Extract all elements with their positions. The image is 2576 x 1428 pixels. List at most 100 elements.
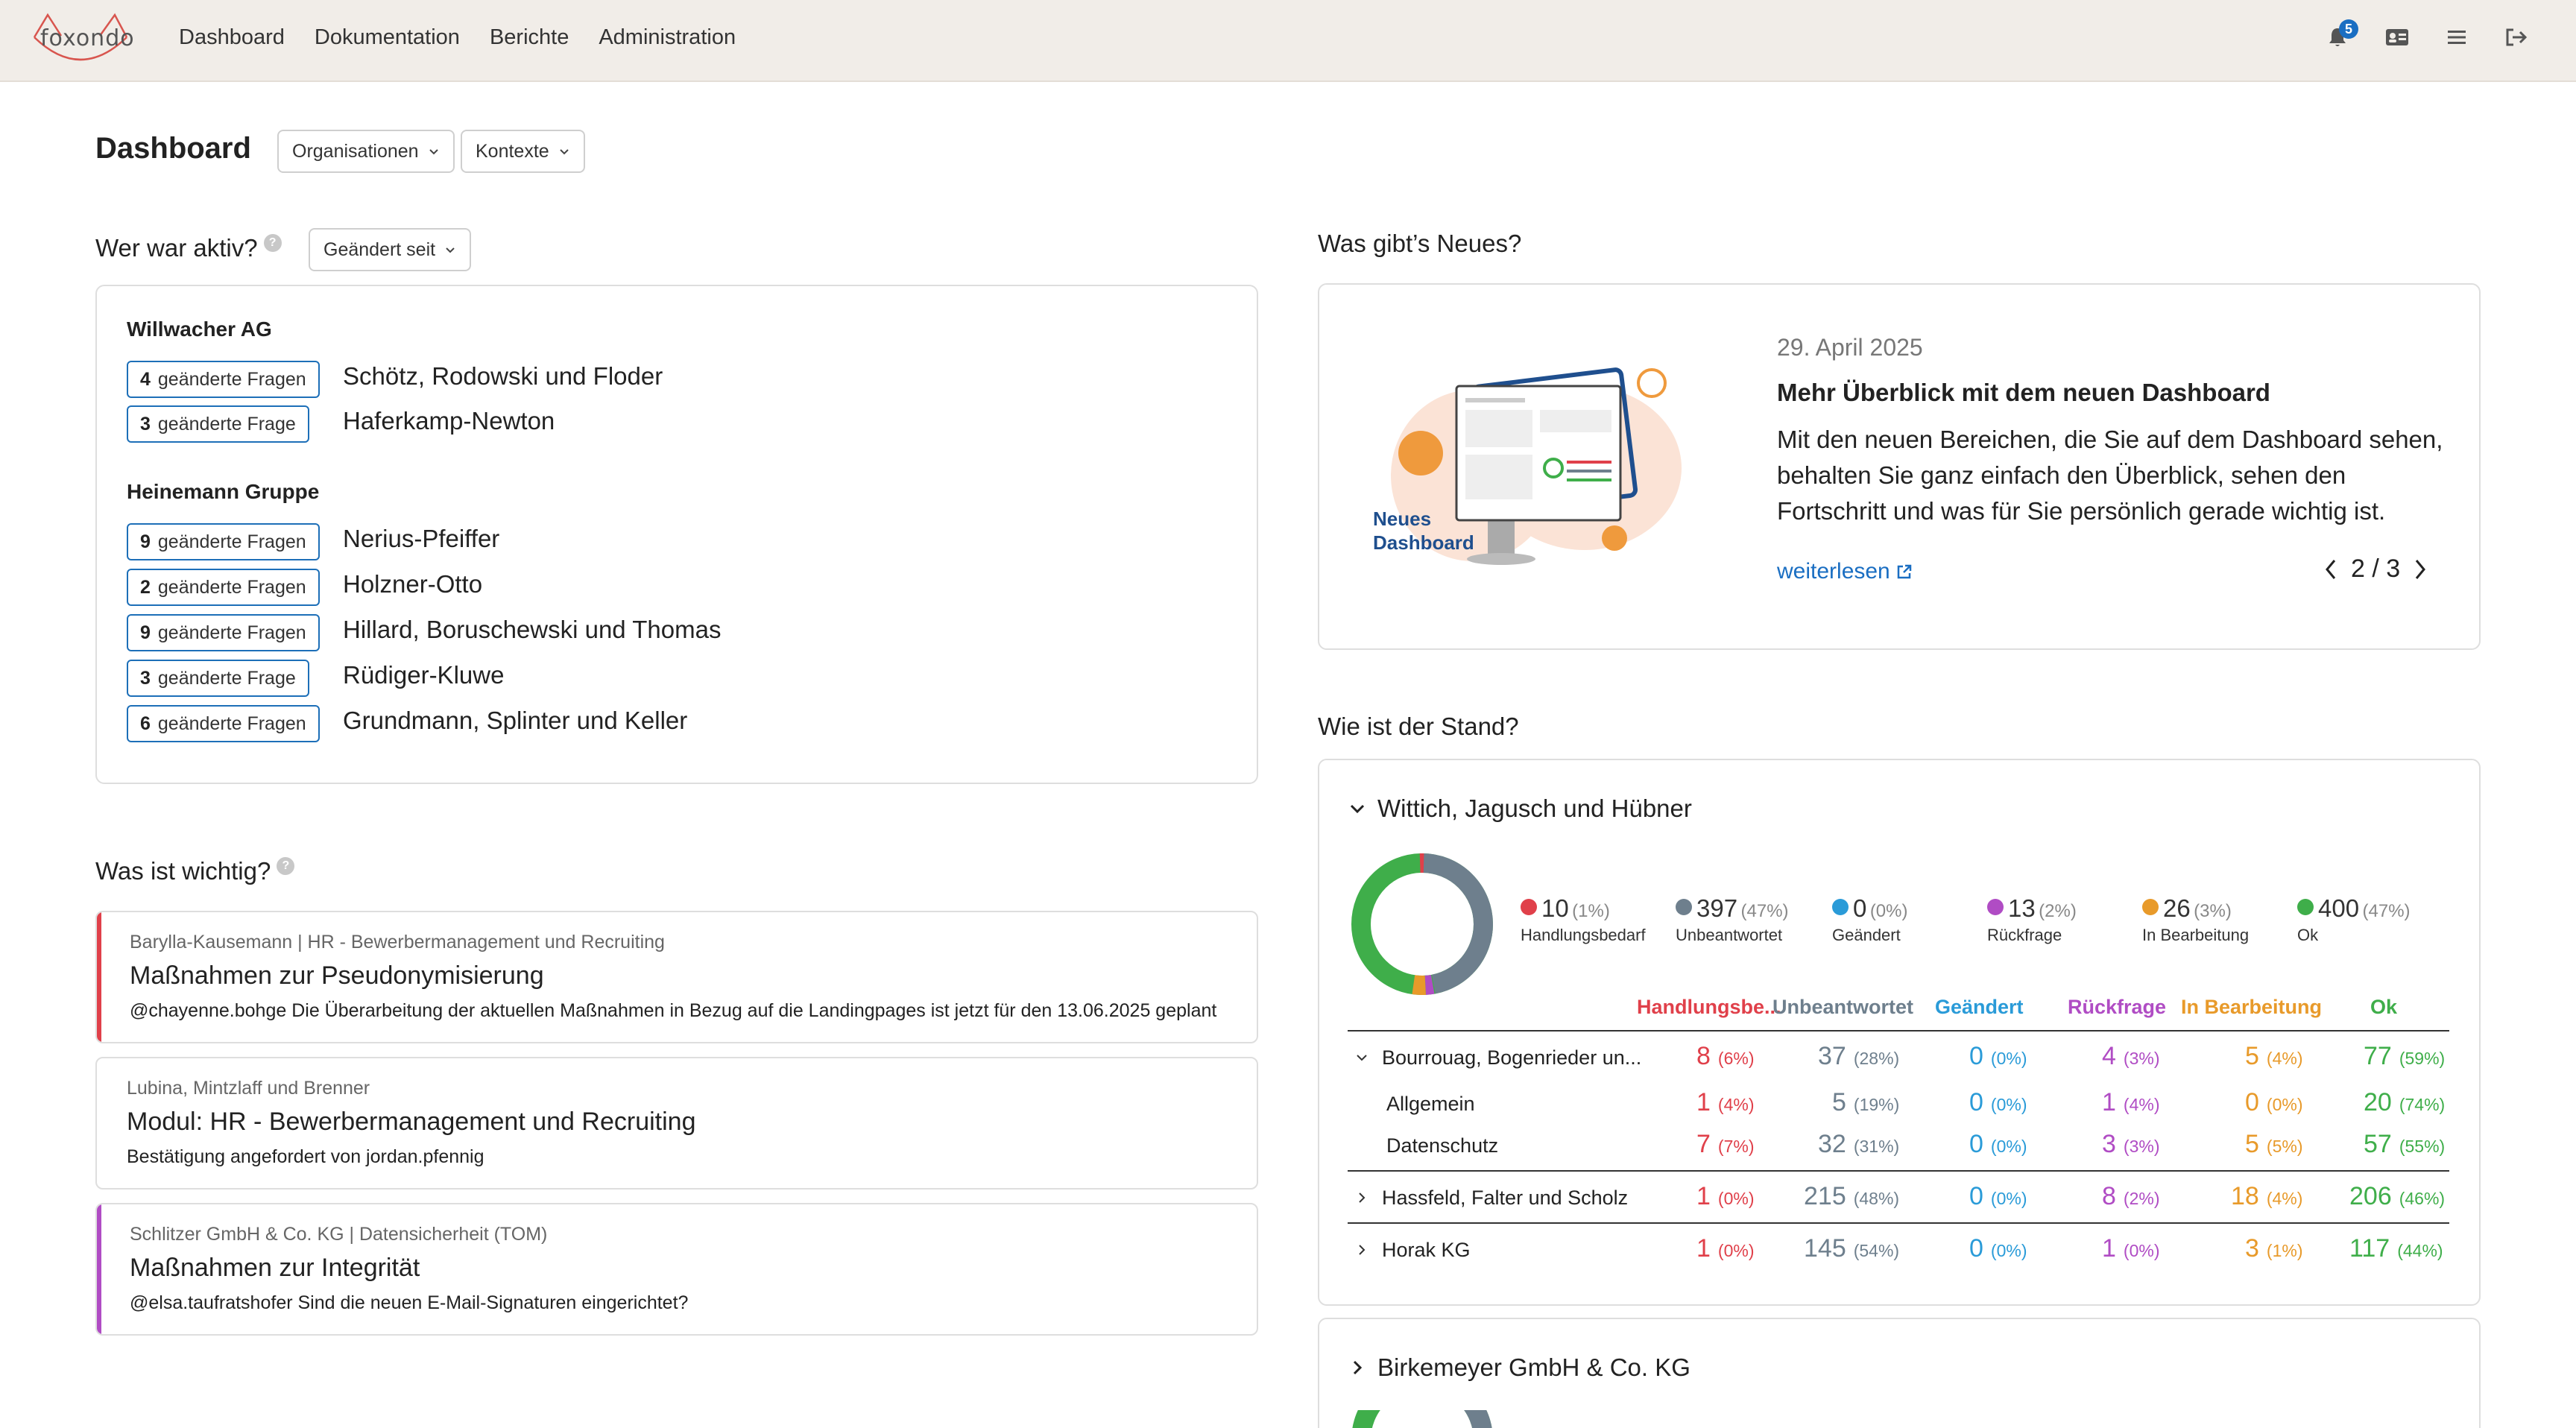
table-divider <box>1348 1222 2449 1224</box>
caption-line-1: Neues <box>1373 508 1432 530</box>
important-section-title: Was ist wichtig?? <box>95 857 295 885</box>
group-title: Birkemeyer GmbH & Co. KG <box>1377 1353 1690 1381</box>
changed-questions-chip[interactable]: 9 geänderte Fragen <box>127 614 320 651</box>
kontexte-dropdown[interactable]: Kontexte <box>461 130 585 173</box>
legend-unbeantwortet: 397 (47%) Unbeantwortet <box>1676 894 1789 945</box>
cell-pct: (3%) <box>2123 1049 2160 1068</box>
legend-pct: (1%) <box>1572 901 1610 921</box>
cell-value: 1 (4%) <box>1696 1088 1754 1117</box>
activity-row[interactable]: 6 geänderte Fragen <box>127 705 320 742</box>
main-nav: Dashboard Dokumentation Berichte Adminis… <box>179 25 736 50</box>
cell-count: 7 <box>1696 1130 1711 1158</box>
changed-questions-chip[interactable]: 3 geänderte Frage <box>127 405 309 443</box>
group-toggle[interactable]: Birkemeyer GmbH & Co. KG <box>1349 1353 1690 1382</box>
pager-text: 2 / 3 <box>2351 555 2401 583</box>
col-geaendert[interactable]: Geändert <box>1935 996 2024 1018</box>
group-toggle[interactable]: Wittich, Jagusch und Hübner <box>1349 794 1692 823</box>
nav-dokumentation[interactable]: Dokumentation <box>314 25 460 49</box>
important-item[interactable]: Lubina, Mintzlaff und Brenner Modul: HR … <box>95 1057 1258 1190</box>
notification-badge: 5 <box>2339 19 2358 39</box>
changed-questions-chip[interactable]: 6 geänderte Fragen <box>127 705 320 742</box>
cell-pct: (0%) <box>1990 1189 2027 1208</box>
cell-value: 1 (4%) <box>2102 1088 2159 1117</box>
chevron-left-icon[interactable] <box>2324 558 2337 581</box>
cell-value: 20 (74%) <box>2364 1088 2445 1117</box>
important-item[interactable]: Barylla-Kausemann | HR - Bewerbermanagem… <box>95 911 1258 1043</box>
activity-row[interactable]: 3 geänderte Frage <box>127 405 309 443</box>
changed-questions-chip[interactable]: 3 geänderte Frage <box>127 660 309 697</box>
chip-label: geänderte Frage <box>157 667 296 689</box>
cell-pct: (48%) <box>1853 1189 1900 1208</box>
chevron-down-icon <box>1350 804 1365 814</box>
bell-icon[interactable]: 5 <box>2323 19 2358 52</box>
legend-value: 10 <box>1541 894 1569 922</box>
legend-pct: (0%) <box>1869 901 1908 921</box>
legend-pct: (47%) <box>1740 901 1789 921</box>
org-name: Willwacher AG <box>127 317 272 341</box>
cell-count: 4 <box>2102 1042 2116 1070</box>
status-donut-chart <box>1352 1410 1492 1428</box>
cell-value: 145 (54%) <box>1804 1234 1899 1263</box>
legend-dot <box>1676 899 1692 915</box>
important-text: Bestätigung angefordert von jordan.pfenn… <box>127 1146 484 1167</box>
activity-row[interactable]: 3 geänderte Frage <box>127 660 309 697</box>
help-icon[interactable]: ? <box>263 234 282 252</box>
nav-administration[interactable]: Administration <box>599 25 736 49</box>
legend-handlungsbedarf: 10 (1%) Handlungsbedarf <box>1521 894 1646 945</box>
id-card-icon[interactable] <box>2382 22 2412 52</box>
cell-count: 215 <box>1804 1182 1846 1210</box>
cell-value: 0 (0%) <box>1969 1042 2027 1071</box>
read-more-link[interactable]: weiterlesen <box>1777 559 1913 584</box>
news-card: Neues Dashboard <box>1318 283 2481 650</box>
cell-value: 3 (1%) <box>2245 1234 2302 1263</box>
foxondo-logo[interactable]: foxondo <box>28 10 134 72</box>
cell-value: 18 (4%) <box>2231 1182 2302 1211</box>
changed-since-dropdown[interactable]: Geändert seit <box>309 228 472 271</box>
legend-label: Geändert <box>1832 926 1901 944</box>
chip-label: geänderte Fragen <box>157 713 306 734</box>
activity-row[interactable]: 9 geänderte Fragen <box>127 523 320 560</box>
changed-questions-chip[interactable]: 4 geänderte Fragen <box>127 361 320 398</box>
changed-questions-chip[interactable]: 2 geänderte Fragen <box>127 569 320 606</box>
chevron-right-icon <box>1353 1360 1363 1375</box>
col-rueckfrage[interactable]: Rückfrage <box>2068 996 2167 1018</box>
chip-count: 2 <box>140 576 151 598</box>
col-ok[interactable]: Ok <box>2370 996 2398 1018</box>
col-handlungsbedarf[interactable]: Handlungsbe... <box>1637 996 1781 1018</box>
nav-berichte[interactable]: Berichte <box>489 25 569 49</box>
changed-questions-chip[interactable]: 9 geänderte Fragen <box>127 523 320 560</box>
cell-value: 0 (0%) <box>1969 1088 2027 1117</box>
menu-icon[interactable] <box>2442 22 2472 52</box>
legend-in-bearbeitung: 26 (3%) In Bearbeitung <box>2142 894 2249 945</box>
cell-pct: (0%) <box>2123 1241 2160 1260</box>
important-title: Modul: HR - Bewerbermanagement und Recru… <box>127 1108 696 1136</box>
nav-dashboard[interactable]: Dashboard <box>179 25 285 49</box>
chevron-right-icon[interactable] <box>2414 558 2427 581</box>
activity-row[interactable]: 2 geänderte Fragen <box>127 569 320 606</box>
legend-dot <box>1521 899 1537 915</box>
activity-row[interactable]: 9 geänderte Fragen <box>127 614 320 651</box>
row-name: Bourrouag, Bogenrieder un... <box>1382 1046 1642 1069</box>
organisationen-dropdown[interactable]: Organisationen <box>277 130 455 173</box>
help-icon[interactable]: ? <box>277 857 295 875</box>
chevron-right-icon[interactable] <box>1355 1243 1368 1257</box>
chevron-down-icon[interactable] <box>1355 1051 1368 1064</box>
activity-row[interactable]: 4 geänderte Fragen <box>127 361 320 398</box>
activity-name: Hillard, Boruschewski und Thomas <box>343 616 722 643</box>
logout-icon[interactable] <box>2501 22 2531 52</box>
chip-label: geänderte Frage <box>157 413 296 435</box>
cell-pct: (2%) <box>2123 1189 2160 1208</box>
chip-label: geänderte Fragen <box>157 576 306 598</box>
col-in-bearbeitung[interactable]: In Bearbeitung <box>2181 996 2323 1018</box>
cell-count: 77 <box>2364 1042 2392 1070</box>
legend-dot <box>1987 899 2004 915</box>
legend-label: Unbeantwortet <box>1676 926 1783 944</box>
legend-label: Ok <box>2297 926 2319 944</box>
important-item[interactable]: Schlitzer GmbH & Co. KG | Datensicherhei… <box>95 1203 1258 1336</box>
cell-pct: (0%) <box>1990 1095 2027 1114</box>
cell-pct: (5%) <box>2266 1137 2303 1156</box>
col-unbeantwortet[interactable]: Unbeantwortet <box>1772 996 1913 1018</box>
cell-count: 5 <box>2245 1042 2259 1070</box>
cell-pct: (4%) <box>1717 1095 1755 1114</box>
chevron-right-icon[interactable] <box>1355 1191 1368 1204</box>
